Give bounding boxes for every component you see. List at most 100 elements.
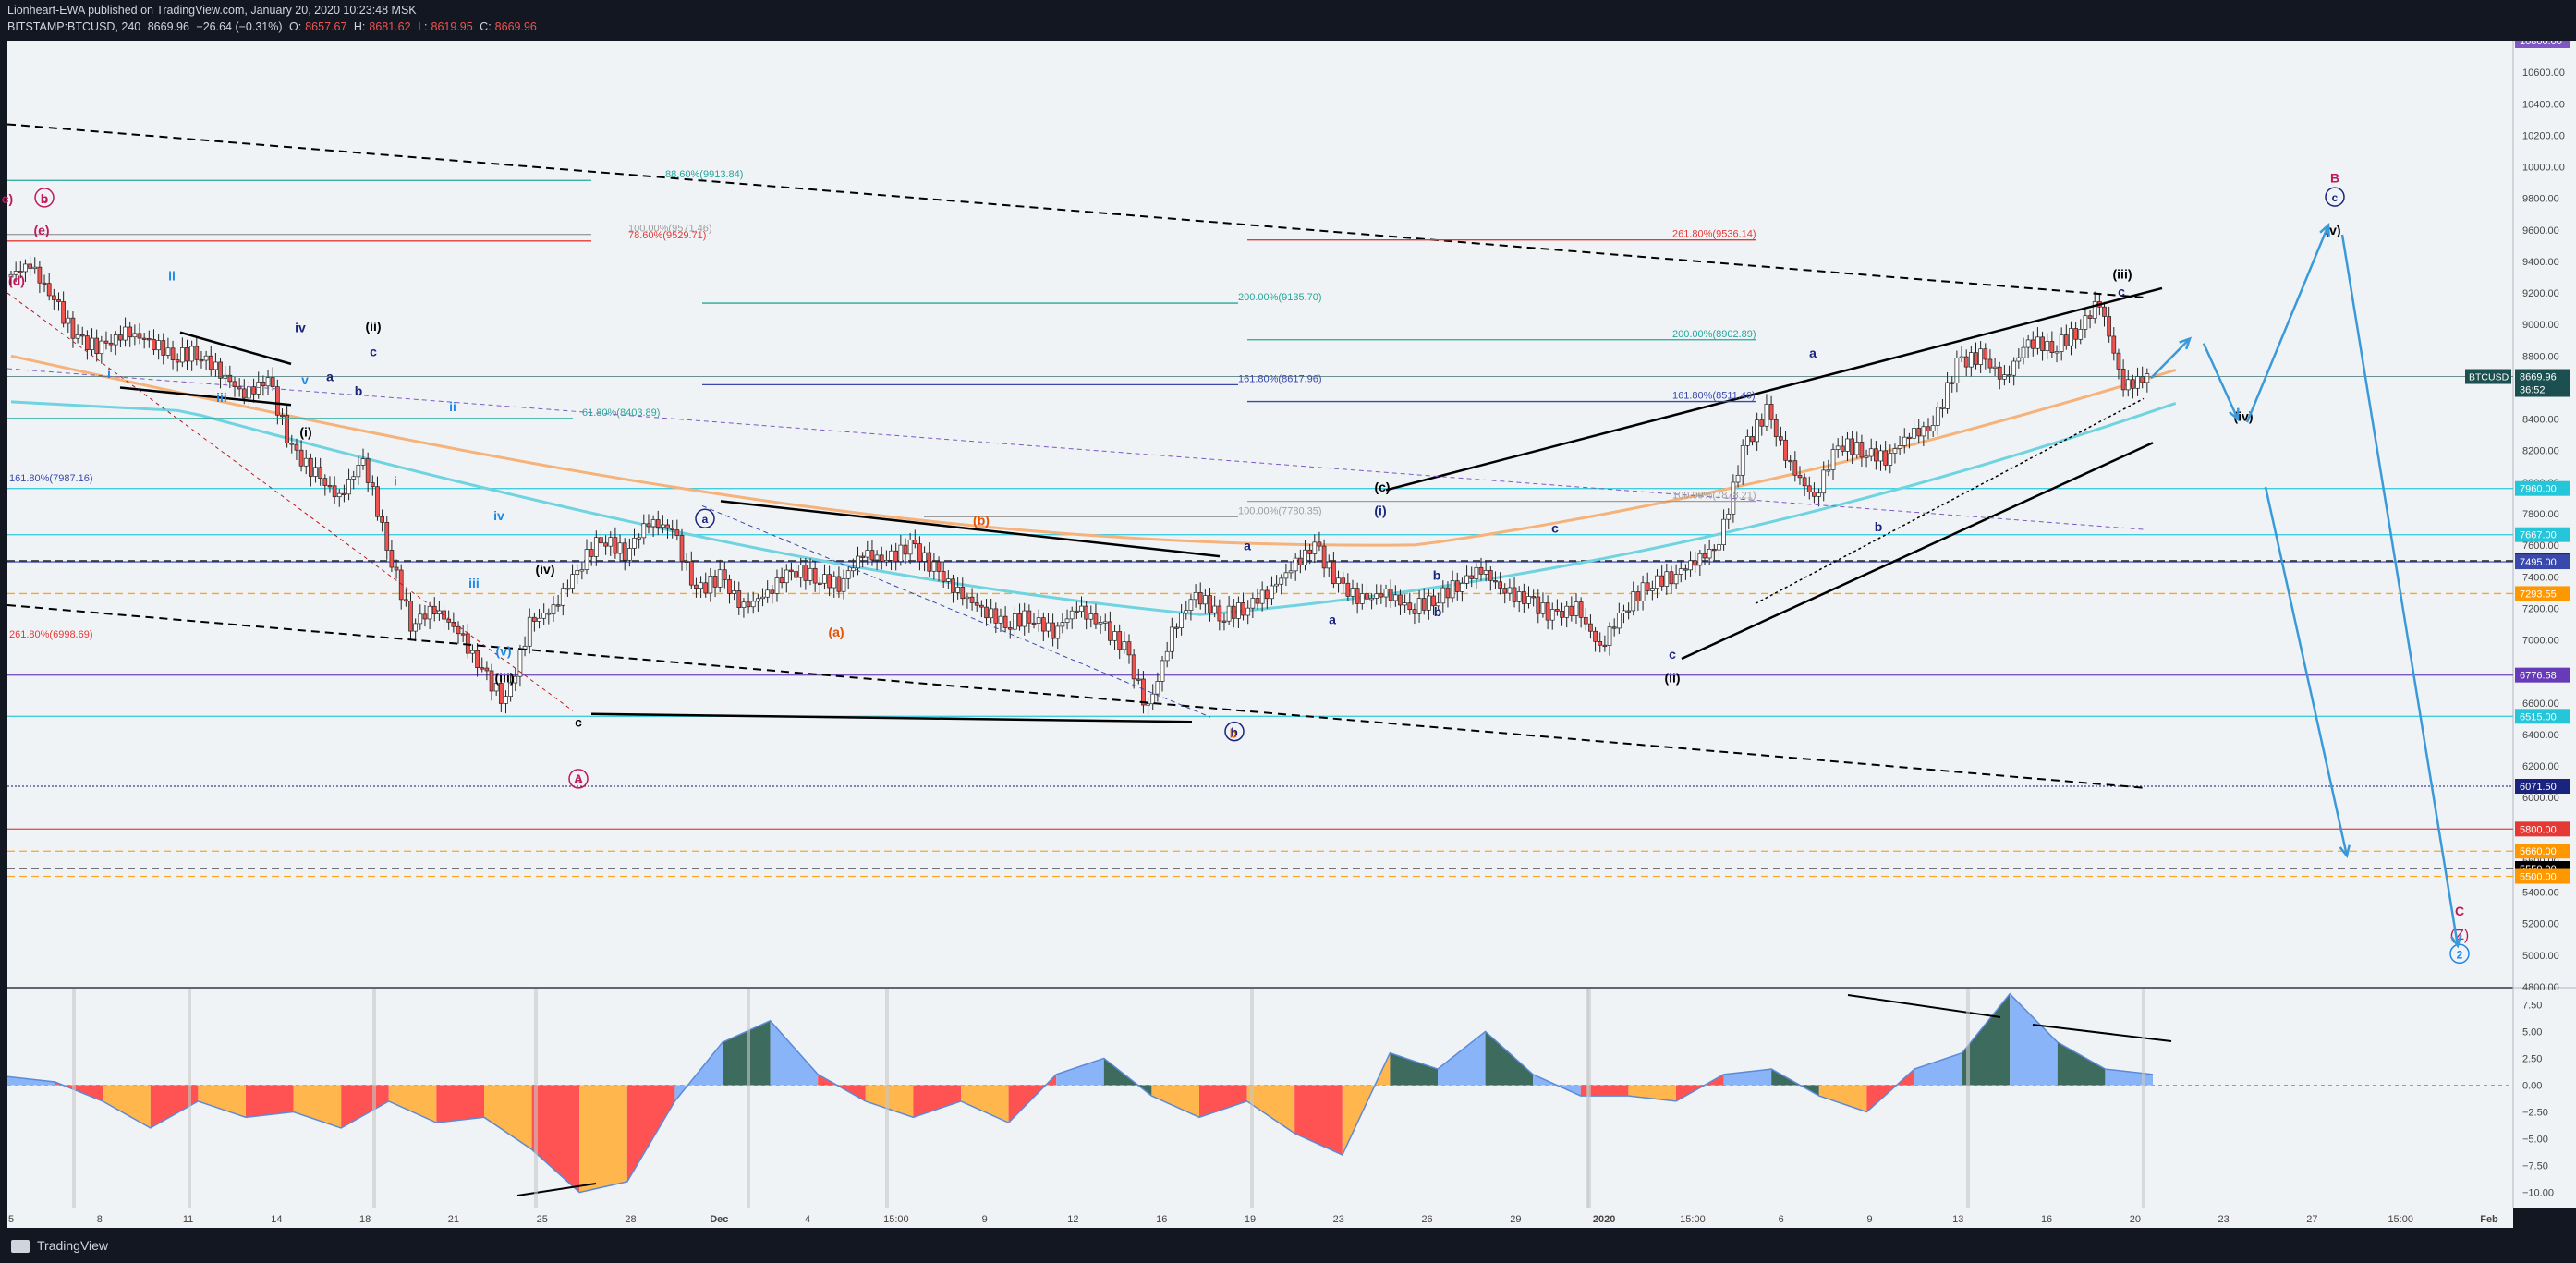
candle-body <box>879 554 884 562</box>
candle-body <box>1027 610 1032 624</box>
candle-body <box>1017 613 1022 627</box>
candle-body <box>46 283 52 297</box>
projection-arrow[interactable] <box>2150 337 2191 380</box>
candle-body <box>1193 591 1198 601</box>
time-tick-label: 29 <box>1510 1214 1521 1225</box>
candle-body <box>2131 379 2135 389</box>
osc-area-segment <box>770 1020 819 1086</box>
candle-body <box>2083 315 2088 330</box>
trend-line[interactable] <box>6 603 2147 789</box>
candle-body <box>851 567 856 572</box>
candle-body <box>1531 596 1536 599</box>
candle-body <box>613 537 618 554</box>
candle-body <box>1959 356 1964 358</box>
trend-line[interactable] <box>590 712 1193 723</box>
candle-body <box>1874 448 1878 462</box>
projection-arrow[interactable] <box>2202 343 2240 420</box>
trend-line[interactable] <box>701 505 1211 718</box>
trend-line[interactable] <box>1681 442 2154 661</box>
time-tick-label: 15:00 <box>2388 1214 2413 1225</box>
divergence-line[interactable] <box>1847 994 2001 1018</box>
projection-arrow[interactable] <box>2340 234 2460 946</box>
candle-body <box>408 601 413 632</box>
candle-body <box>1963 356 1969 368</box>
candle-body <box>1759 419 1765 427</box>
wave-label: i <box>107 366 111 381</box>
candle-body <box>356 465 361 478</box>
projection-arrow[interactable] <box>2264 486 2349 856</box>
trend-line[interactable] <box>179 331 292 366</box>
projection-arrow[interactable] <box>2245 225 2330 423</box>
candle-body <box>1431 595 1436 607</box>
candle-body <box>1164 650 1170 662</box>
trend-line[interactable] <box>6 292 574 711</box>
trend-line[interactable] <box>1755 397 2145 604</box>
divergence-line[interactable] <box>516 1183 597 1196</box>
candle-body <box>318 467 323 479</box>
candle-body <box>1303 549 1307 565</box>
candle-body <box>146 338 152 341</box>
price-tick-label: 7200.00 <box>2522 603 2559 614</box>
candle-body <box>1283 572 1289 579</box>
candle-body <box>1602 644 1608 648</box>
wave-label: A <box>574 771 583 786</box>
candle-body <box>1707 549 1712 559</box>
chart-canvas[interactable]: 10600.00 10400.00 10200.00 10000.00 9800.00 9… <box>0 41 2576 1228</box>
price-scale[interactable] <box>2513 41 2576 1208</box>
candle-body <box>955 587 960 593</box>
candle-body <box>1403 602 1407 606</box>
wave-label: c <box>576 773 582 786</box>
osc-area-segment <box>484 1085 532 1150</box>
candle-body <box>475 650 480 668</box>
candle-body <box>798 565 804 578</box>
wave-label: c <box>2118 284 2125 298</box>
candle-body <box>442 610 446 620</box>
candle-body <box>661 524 665 528</box>
fib-level-label: 261.80%(9536.14) <box>1672 229 1756 240</box>
candle-body <box>1578 601 1584 618</box>
trend-line[interactable] <box>6 123 2147 299</box>
candle-body <box>1764 404 1769 427</box>
candle-body <box>1717 544 1721 551</box>
candle-body <box>1146 703 1150 706</box>
wave-label: (i) <box>299 424 311 439</box>
wave-label: c <box>575 714 582 729</box>
candle-body <box>232 381 237 387</box>
candle-body <box>1075 610 1079 613</box>
publish-info: Lionheart-EWA published on TradingView.c… <box>7 4 417 17</box>
trend-line[interactable] <box>720 500 1221 558</box>
candle-body <box>903 544 908 555</box>
candle-body <box>874 554 880 561</box>
candle-body <box>1693 560 1698 566</box>
candle-body <box>1997 366 2002 380</box>
trend-line[interactable] <box>119 386 292 407</box>
candle-body <box>1307 549 1312 554</box>
candle-body <box>1755 419 1759 443</box>
time-tick-label: 5 <box>8 1214 14 1225</box>
time-tick-label: 8 <box>97 1214 103 1225</box>
candle-body <box>1797 474 1803 479</box>
candle-body <box>941 571 946 582</box>
wave-label: b <box>1434 604 1442 619</box>
candle-body <box>289 443 295 445</box>
osc-area-segment <box>246 1085 294 1118</box>
candle-body <box>750 601 756 608</box>
candle-body <box>141 337 147 340</box>
candle-body <box>1950 382 1955 384</box>
candle-body <box>460 633 466 636</box>
candle-body <box>608 537 614 547</box>
candle-body <box>1217 605 1222 622</box>
candle-body <box>1203 595 1208 605</box>
candle-body <box>32 266 38 270</box>
price-tick-label: 6000.00 <box>2522 793 2559 804</box>
divergence-line[interactable] <box>2032 1024 2172 1042</box>
price-tick-label: 6400.00 <box>2522 730 2559 741</box>
candle-body <box>841 577 846 592</box>
high-value: 8681.62 <box>369 20 411 33</box>
candle-body <box>180 347 185 363</box>
trend-line[interactable] <box>1385 286 2163 492</box>
time-scale[interactable] <box>7 1208 2513 1228</box>
tradingview-logo[interactable]: TradingView <box>11 1238 108 1254</box>
candle-body <box>1830 449 1836 470</box>
candle-body <box>508 682 513 697</box>
